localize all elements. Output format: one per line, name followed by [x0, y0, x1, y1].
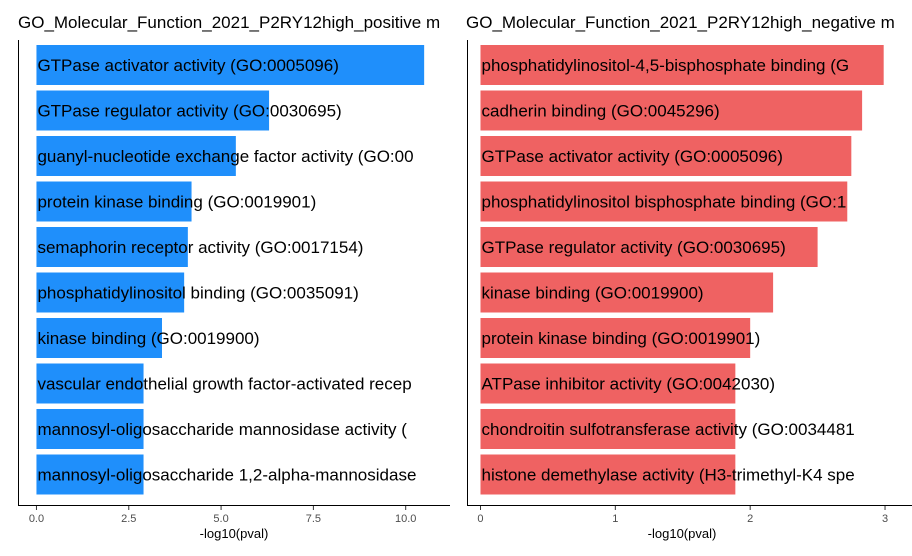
- right-bar: [480, 454, 736, 495]
- right-bar-label: phosphatidylinositol-4,5-bisphosphate bi…: [481, 56, 849, 75]
- left-bar-label: mannosyl-oligosaccharide 1,2-alpha-manno…: [37, 466, 416, 485]
- left-x-tick-label: 5.0: [213, 513, 228, 525]
- left-bar-label: kinase binding (GO:0019900): [37, 329, 259, 348]
- right-bar: [480, 45, 884, 85]
- left-x-ticks: 0.0 2.5 5.0 7.5 10.0: [29, 506, 416, 525]
- right-bar-label: GTPase regulator activity (GO:0030695): [481, 238, 785, 257]
- right-bar: [480, 272, 774, 313]
- right-panel-title: GO_Molecular_Function_2021_P2RY12high_ne…: [466, 13, 895, 32]
- right-bar: [480, 227, 818, 267]
- right-x-ticks: 0 1 2 3: [477, 506, 888, 525]
- left-bar: [36, 136, 236, 176]
- right-bar-label: kinase binding (GO:0019900): [481, 284, 703, 303]
- right-bar-label: phosphatidylinositol bisphosphate bindin…: [481, 193, 846, 212]
- right-bar: [480, 90, 863, 131]
- right-x-tick-label: 1: [612, 513, 618, 525]
- right-bar-label: cadherin binding (GO:0045296): [481, 102, 719, 121]
- left-bar: [36, 363, 144, 404]
- left-x-tick-label: 10.0: [395, 513, 416, 525]
- left-bar: [36, 227, 188, 267]
- left-bar-label: mannosyl-oligosaccharide mannosidase act…: [37, 420, 407, 439]
- left-bar-label: guanyl-nucleotide exchange factor activi…: [37, 147, 413, 166]
- left-bar: [36, 45, 425, 85]
- left-panel: GO_Molecular_Function_2021_P2RY12high_po…: [18, 13, 450, 541]
- right-bar-label: chondroitin sulfotransferase activity (G…: [481, 420, 854, 439]
- right-x-tick-label: 3: [882, 513, 888, 525]
- right-bar: [480, 363, 736, 404]
- right-bar-labels: phosphatidylinositol-4,5-bisphosphate bi…: [481, 56, 854, 485]
- right-bar-label: protein kinase binding (GO:0019901): [481, 329, 760, 348]
- left-x-tick-label: 2.5: [121, 513, 136, 525]
- left-panel-title: GO_Molecular_Function_2021_P2RY12high_po…: [18, 13, 440, 32]
- right-bar-label: GTPase activator activity (GO:0005096): [481, 147, 782, 166]
- left-bar: [36, 272, 185, 313]
- right-bars: [480, 45, 884, 495]
- left-x-axis-label: -log10(pval): [200, 526, 269, 541]
- left-x-tick-label: 7.5: [306, 513, 321, 525]
- right-bar-label: histone demethylase activity (H3-trimeth…: [481, 466, 854, 485]
- right-x-tick-label: 2: [747, 513, 753, 525]
- right-bar: [480, 409, 736, 449]
- left-bar-label: GTPase regulator activity (GO:0030695): [37, 102, 341, 121]
- left-bar-label: protein kinase binding (GO:0019901): [37, 193, 316, 212]
- left-bar-labels: GTPase activator activity (GO:0005096) GT…: [37, 56, 416, 485]
- left-bar: [36, 318, 162, 358]
- left-bar: [36, 454, 144, 495]
- left-x-tick-label: 0.0: [29, 513, 44, 525]
- right-x-tick-label: 0: [477, 513, 483, 525]
- right-panel: GO_Molecular_Function_2021_P2RY12high_ne…: [466, 13, 912, 541]
- left-bar: [36, 90, 270, 131]
- right-bar: [480, 136, 852, 176]
- left-bar-label: GTPase activator activity (GO:0005096): [37, 56, 338, 75]
- left-bar-label: semaphorin receptor activity (GO:0017154…: [37, 238, 363, 257]
- left-bars: [36, 45, 425, 495]
- left-bar-label: vascular endothelial growth factor-activ…: [37, 375, 411, 394]
- right-bar: [480, 181, 848, 222]
- left-bar: [36, 409, 144, 449]
- right-bar: [480, 318, 751, 358]
- left-bar-label: phosphatidylinositol binding (GO:0035091…: [37, 284, 358, 303]
- left-bar: [36, 181, 192, 222]
- right-x-axis-label: -log10(pval): [648, 526, 717, 541]
- right-bar-label: ATPase inhibitor activity (GO:0042030): [481, 375, 775, 394]
